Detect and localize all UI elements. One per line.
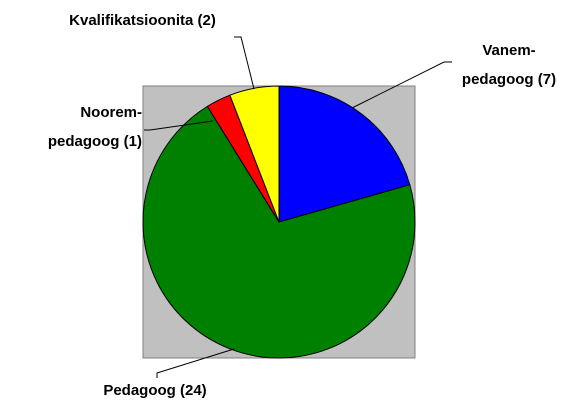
- leader-line: [144, 120, 214, 131]
- slices: [142, 85, 416, 359]
- leader-line: [351, 61, 452, 109]
- value-label: (24): [180, 382, 207, 399]
- value-label: (2): [197, 12, 216, 29]
- slice-label: Pedagoog (24): [75, 376, 235, 405]
- category-label: Noorem-pedagoog: [47, 104, 142, 150]
- category-label: Vanem-pedagoog: [461, 42, 536, 88]
- category-label: Pedagoog: [103, 382, 176, 399]
- leader-line: [156, 348, 235, 378]
- slice-label: Noorem-pedagoog (1): [30, 98, 142, 156]
- value-label: (1): [123, 133, 142, 150]
- pie-slice: [278, 85, 411, 223]
- value-label: (7): [537, 71, 557, 88]
- slice-label: Kvalifikatsioonita (2): [60, 6, 225, 35]
- leader-line: [234, 36, 255, 90]
- pie-slice: [142, 105, 416, 359]
- category-label: Kvalifikatsioonita: [69, 12, 194, 29]
- slice-label: Vanem-pedagoog (7): [455, 36, 563, 94]
